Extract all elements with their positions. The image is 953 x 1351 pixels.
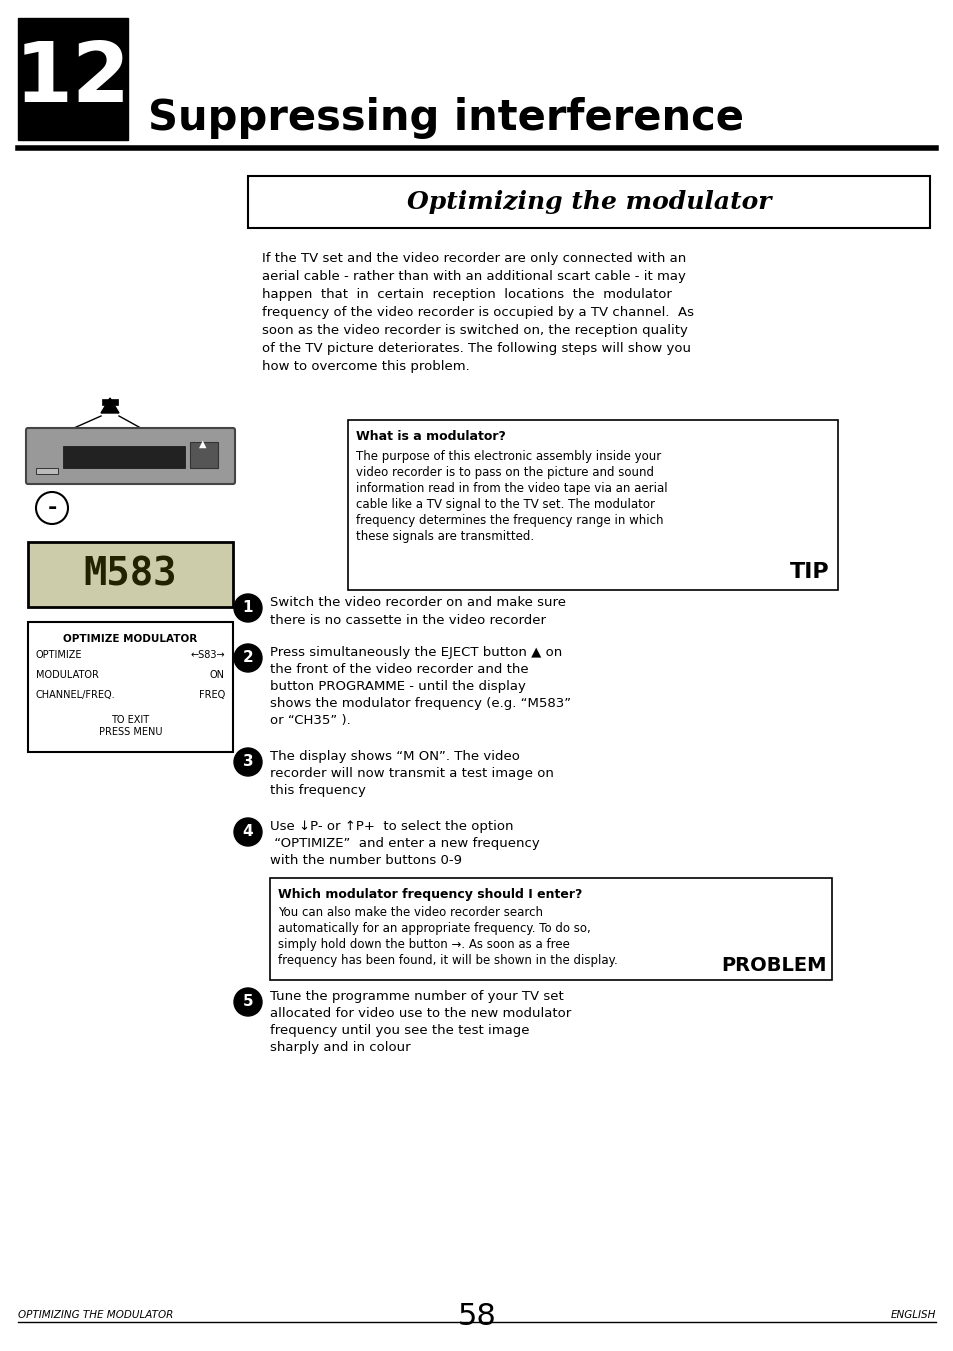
Text: these signals are transmitted.: these signals are transmitted. [355,530,534,543]
Text: TO EXIT
PRESS MENU: TO EXIT PRESS MENU [99,715,162,736]
Text: OPTIMIZING THE MODULATOR: OPTIMIZING THE MODULATOR [18,1310,173,1320]
Bar [63,446,185,467]
FancyBboxPatch shape [26,428,234,484]
Text: information read in from the video tape via an aerial: information read in from the video tape … [355,482,667,494]
Text: -: - [48,499,56,517]
Text: “OPTIMIZE”  and enter a new frequency: “OPTIMIZE” and enter a new frequency [270,838,539,850]
Text: 4: 4 [242,824,253,839]
Text: 12: 12 [15,38,131,119]
Text: Optimizing the modulator: Optimizing the modulator [406,190,770,213]
Bar [190,442,218,467]
Circle shape [36,492,68,524]
Text: ▲: ▲ [199,439,207,449]
Text: Press simultaneously the EJECT button ▲ on: Press simultaneously the EJECT button ▲ … [270,646,561,659]
Circle shape [233,817,262,846]
Text: The display shows “M ON”. The video: The display shows “M ON”. The video [270,750,519,763]
Text: allocated for video use to the new modulator: allocated for video use to the new modul… [270,1006,571,1020]
Text: FREQ: FREQ [198,690,225,700]
Text: 2: 2 [242,650,253,666]
Text: OPTIMIZE MODULATOR: OPTIMIZE MODULATOR [63,634,197,644]
Bar [348,420,837,590]
Circle shape [233,988,262,1016]
Text: OPTIMIZE: OPTIMIZE [36,650,82,661]
Bar [18,18,128,141]
Polygon shape [101,399,119,413]
Text: 5: 5 [242,994,253,1009]
Text: video recorder is to pass on the picture and sound: video recorder is to pass on the picture… [355,466,654,480]
Text: TIP: TIP [789,562,829,582]
Text: simply hold down the button →. As soon as a free: simply hold down the button →. As soon a… [277,938,569,951]
Bar [248,176,929,228]
Text: You can also make the video recorder search: You can also make the video recorder sea… [277,907,542,919]
Text: frequency until you see the test image: frequency until you see the test image [270,1024,529,1038]
Text: Tune the programme number of your TV set: Tune the programme number of your TV set [270,990,563,1002]
Text: frequency determines the frequency range in which: frequency determines the frequency range… [355,513,662,527]
Circle shape [233,594,262,621]
Bar [270,878,831,979]
Text: recorder will now transmit a test image on: recorder will now transmit a test image … [270,767,554,780]
Text: ON: ON [210,670,225,680]
Text: aerial cable - rather than with an additional scart cable - it may: aerial cable - rather than with an addit… [262,270,685,282]
Text: M583: M583 [84,555,177,593]
Text: ←S83→: ←S83→ [191,650,225,661]
Text: frequency of the video recorder is occupied by a TV channel.  As: frequency of the video recorder is occup… [262,305,693,319]
Text: of the TV picture deteriorates. The following steps will show you: of the TV picture deteriorates. The foll… [262,342,690,355]
Text: there is no cassette in the video recorder: there is no cassette in the video record… [270,613,545,627]
Text: the front of the video recorder and the: the front of the video recorder and the [270,663,528,676]
Text: The purpose of this electronic assembly inside your: The purpose of this electronic assembly … [355,450,660,463]
Text: Use ↓P- or ↑P+  to select the option: Use ↓P- or ↑P+ to select the option [270,820,513,834]
Text: 58: 58 [457,1302,496,1331]
Text: cable like a TV signal to the TV set. The modulator: cable like a TV signal to the TV set. Th… [355,499,655,511]
Text: automatically for an appropriate frequency. To do so,: automatically for an appropriate frequen… [277,921,590,935]
Text: Switch the video recorder on and make sure: Switch the video recorder on and make su… [270,596,565,609]
Text: or “CH35” ).: or “CH35” ). [270,713,351,727]
Bar [36,467,58,474]
Text: ENGLISH: ENGLISH [890,1310,935,1320]
Text: with the number buttons 0-9: with the number buttons 0-9 [270,854,461,867]
Text: frequency has been found, it will be shown in the display.: frequency has been found, it will be sho… [277,954,618,967]
Bar [28,621,233,753]
Bar [102,399,118,405]
Text: Which modulator frequency should I enter?: Which modulator frequency should I enter… [277,888,581,901]
Text: this frequency: this frequency [270,784,366,797]
Text: PROBLEM: PROBLEM [720,957,826,975]
Text: CHANNEL/FREQ.: CHANNEL/FREQ. [36,690,115,700]
Text: If the TV set and the video recorder are only connected with an: If the TV set and the video recorder are… [262,253,685,265]
Text: shows the modulator frequency (e.g. “M583”: shows the modulator frequency (e.g. “M58… [270,697,571,711]
Text: 3: 3 [242,754,253,770]
Circle shape [233,644,262,671]
Text: button PROGRAMME - until the display: button PROGRAMME - until the display [270,680,525,693]
Text: how to overcome this problem.: how to overcome this problem. [262,359,469,373]
Bar [28,542,233,607]
Text: soon as the video recorder is switched on, the reception quality: soon as the video recorder is switched o… [262,324,687,336]
Text: happen  that  in  certain  reception  locations  the  modulator: happen that in certain reception locatio… [262,288,671,301]
Text: MODULATOR: MODULATOR [36,670,99,680]
Text: Suppressing interference: Suppressing interference [148,97,743,139]
Circle shape [233,748,262,775]
Text: sharply and in colour: sharply and in colour [270,1042,410,1054]
Text: 1: 1 [242,600,253,616]
Text: What is a modulator?: What is a modulator? [355,430,505,443]
